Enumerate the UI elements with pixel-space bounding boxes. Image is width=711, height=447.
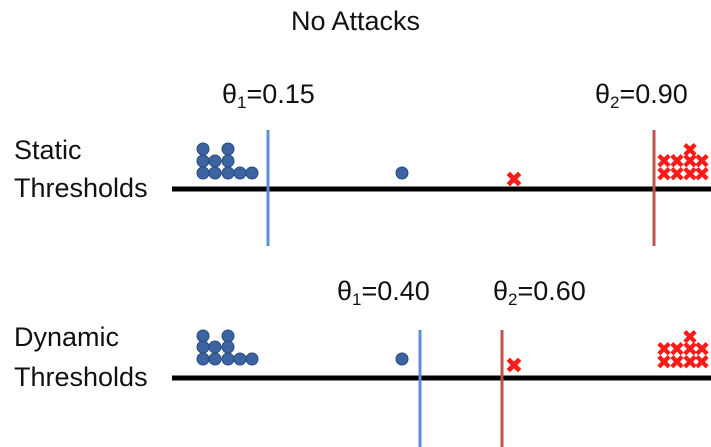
svg-text:✖: ✖ bbox=[694, 149, 711, 173]
svg-text:✖: ✖ bbox=[669, 350, 686, 374]
svg-text:✖: ✖ bbox=[694, 337, 711, 361]
static-benign-outlier bbox=[395, 166, 409, 180]
svg-text:✖: ✖ bbox=[694, 350, 711, 374]
row-label-dynamic-line1: Dynamic bbox=[14, 322, 120, 352]
svg-text:✖: ✖ bbox=[656, 337, 673, 361]
row-label-static-line2: Thresholds bbox=[14, 173, 148, 203]
row-label-dynamic-line2: Thresholds bbox=[14, 362, 148, 392]
dynamic-benign-cluster bbox=[196, 329, 409, 366]
static-malicious-cluster: ✖ ✖ ✖ ✖ ✖ ✖ ✖ ✖ ✖ ✖ bbox=[505, 138, 711, 193]
static-benign-cluster bbox=[196, 142, 409, 180]
dynamic-malicious-outlier: ✖ bbox=[505, 354, 523, 379]
dynamic-benign-outlier bbox=[395, 352, 409, 366]
svg-text:✖: ✖ bbox=[669, 149, 686, 173]
row-label-static-line1: Static bbox=[14, 135, 82, 165]
dynamic-malicious-cluster: ✖ ✖ ✖ ✖ ✖ ✖ ✖ ✖ ✖ ✖ bbox=[505, 325, 711, 379]
svg-text:✖: ✖ bbox=[682, 138, 699, 162]
static-row: ✖ ✖ ✖ ✖ ✖ ✖ ✖ ✖ ✖ ✖ bbox=[172, 130, 711, 246]
dynamic-row: ✖ ✖ ✖ ✖ ✖ ✖ ✖ ✖ ✖ ✖ bbox=[172, 325, 711, 447]
theta1-label-dynamic: θ1=0.40 bbox=[337, 276, 430, 309]
svg-text:✖: ✖ bbox=[682, 162, 699, 186]
static-malicious-outlier: ✖ bbox=[505, 168, 523, 193]
svg-text:✖: ✖ bbox=[694, 162, 711, 186]
theta1-label-static: θ1=0.15 bbox=[222, 79, 315, 112]
svg-text:✖: ✖ bbox=[682, 325, 699, 349]
svg-text:✖: ✖ bbox=[656, 162, 673, 186]
svg-text:✖: ✖ bbox=[682, 337, 699, 361]
theta2-label-dynamic: θ2=0.60 bbox=[493, 276, 586, 309]
theta2-label-static: θ2=0.90 bbox=[595, 79, 688, 112]
svg-text:✖: ✖ bbox=[669, 162, 686, 186]
figure-title: No Attacks bbox=[290, 6, 421, 36]
svg-text:✖: ✖ bbox=[682, 350, 699, 374]
svg-text:✖: ✖ bbox=[682, 149, 699, 173]
svg-text:✖: ✖ bbox=[656, 149, 673, 173]
svg-text:✖: ✖ bbox=[656, 350, 673, 374]
svg-text:✖: ✖ bbox=[669, 337, 686, 361]
